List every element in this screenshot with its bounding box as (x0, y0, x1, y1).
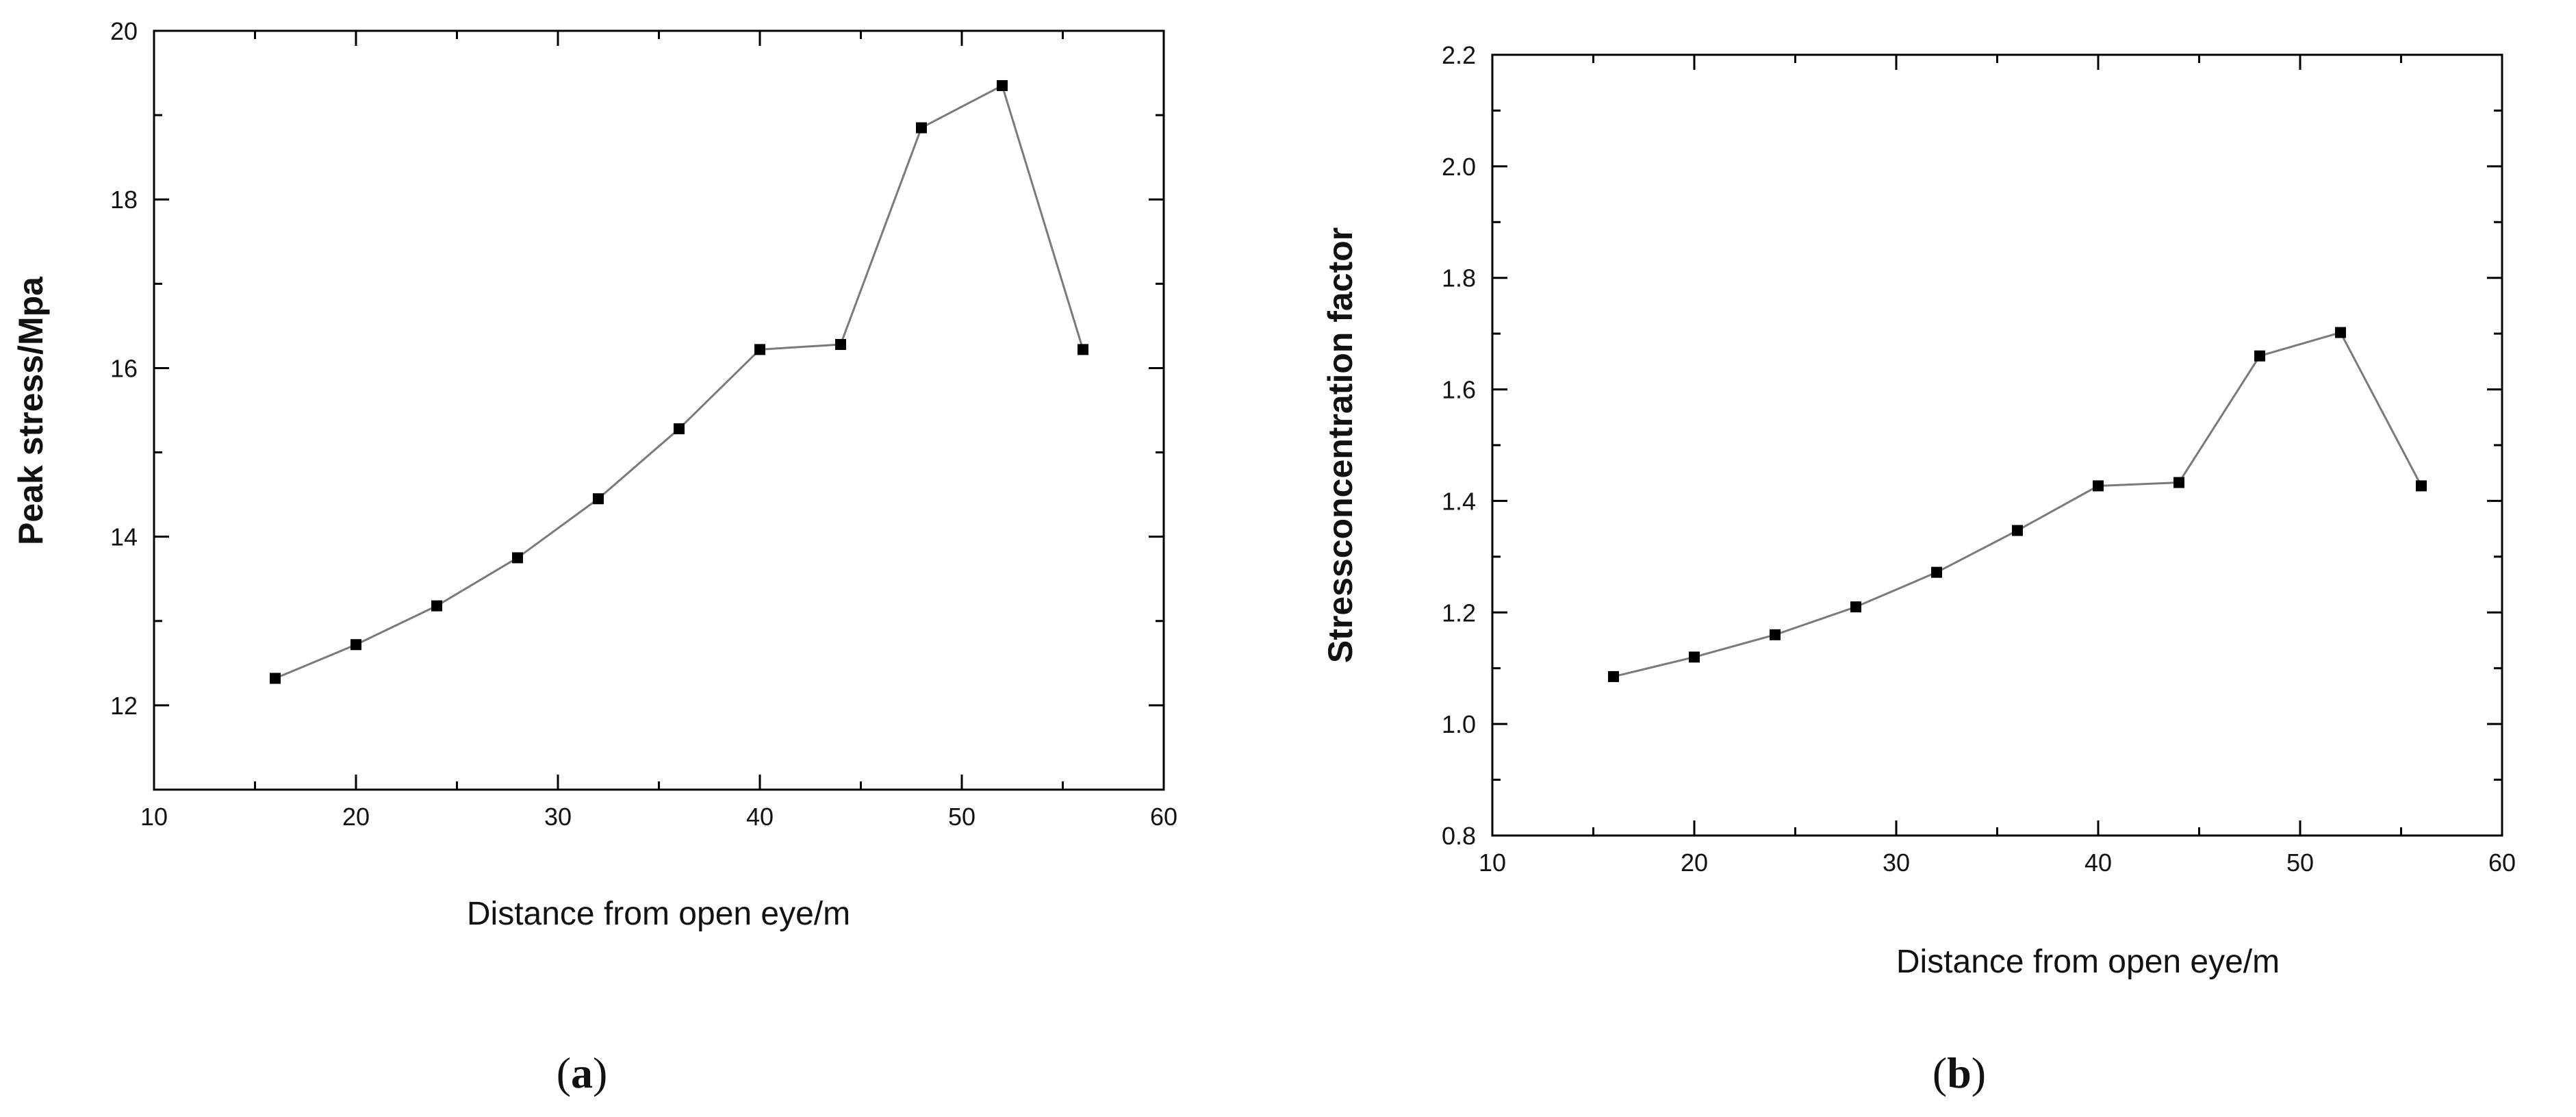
chart-panel-b: 10 20 30 40 50 60 0.8 1.0 1.2 1.4 1.6 1.8 2.0 2.2 Di… (1321, 41, 2516, 1097)
y-axis-title: Stressconcentration factor (1321, 227, 1360, 663)
series-line-segment (436, 557, 518, 607)
series-line-segment (839, 127, 923, 345)
tick-marks (153, 29, 1165, 791)
data-point (2093, 480, 2104, 492)
y-tick-label: 1.6 (1442, 376, 1476, 404)
data-point (916, 122, 927, 134)
y-tick-label: 1.8 (1442, 264, 1476, 292)
plot-frame (153, 29, 1165, 791)
series-line-segment (355, 605, 437, 646)
x-tick-label: 30 (1883, 849, 1910, 877)
y-tick-label: 1.2 (1442, 599, 1476, 627)
x-tick-label: 40 (746, 803, 774, 831)
x-axis-title: Distance from open eye/m (1896, 944, 2280, 980)
series-line-segment (2178, 355, 2261, 484)
x-tick-labels: 10 20 30 40 50 60 (140, 803, 1177, 831)
data-point (2254, 350, 2265, 362)
data-point (674, 423, 685, 435)
data-point (835, 338, 846, 350)
y-tick-label: 1.0 (1442, 710, 1476, 738)
chart-panel-a: 10 20 30 40 50 60 12 14 16 18 20 Distance from op… (12, 17, 1177, 1097)
data-point (1689, 651, 1700, 663)
series-line-segment (1001, 85, 1084, 350)
data-point (1770, 629, 1781, 640)
data-point (270, 673, 281, 684)
data-series (270, 80, 1088, 684)
data-point (2173, 477, 2184, 488)
x-tick-label: 50 (2286, 849, 2314, 877)
y-tick-label: 20 (110, 17, 138, 45)
x-tick-label: 50 (948, 803, 975, 831)
series-line-segment (678, 349, 761, 430)
series-line-segment (2017, 485, 2099, 531)
y-tick-label: 16 (110, 354, 138, 382)
x-tick-label: 10 (1479, 849, 1506, 877)
y-tick-label: 2.0 (1442, 153, 1476, 181)
data-point (512, 552, 523, 564)
tick-marks (1491, 53, 2503, 837)
data-point (997, 80, 1008, 92)
y-tick-label: 1.4 (1442, 487, 1476, 515)
y-tick-label: 0.8 (1442, 822, 1476, 850)
series-line-segment (1855, 571, 1937, 608)
series-line-segment (2259, 331, 2341, 357)
data-point (1077, 344, 1088, 355)
data-point (1931, 566, 1942, 578)
series-line-segment (275, 643, 357, 679)
x-tick-label: 60 (1150, 803, 1177, 831)
x-tick-label: 20 (1681, 849, 1708, 877)
data-point (431, 600, 442, 612)
data-point (1608, 670, 1619, 682)
series-line-segment (598, 427, 680, 500)
series-line-segment (517, 498, 599, 559)
x-tick-label: 20 (342, 803, 370, 831)
plot-frame (1491, 53, 2503, 837)
panel-caption: (a) (557, 1049, 608, 1097)
x-tick-label: 10 (140, 803, 168, 831)
x-tick-label: 60 (2488, 849, 2516, 877)
y-tick-labels: 0.8 1.0 1.2 1.4 1.6 1.8 2.0 2.2 (1442, 41, 1476, 850)
y-tick-label: 2.2 (1442, 41, 1476, 69)
data-point (350, 639, 361, 651)
series-line-segment (2339, 331, 2423, 487)
data-point (2416, 480, 2427, 492)
series-line-segment (759, 343, 841, 351)
panel-label: b (1947, 1049, 1972, 1097)
series-line-segment (1774, 605, 1857, 636)
data-series (1608, 327, 2427, 682)
panel-label: a (571, 1049, 593, 1097)
data-point (593, 493, 604, 505)
y-axis-title: Peak stress/Mpa (12, 276, 50, 545)
series-line-segment (1936, 529, 2018, 573)
data-point (754, 344, 765, 355)
series-line-segment (1613, 655, 1695, 678)
y-tick-label: 12 (110, 692, 138, 720)
series-line-segment (1694, 633, 1776, 658)
y-tick-label: 14 (110, 523, 138, 551)
y-tick-labels: 12 14 16 18 20 (110, 17, 138, 720)
x-tick-label: 30 (544, 803, 572, 831)
y-tick-label: 18 (110, 186, 138, 214)
series-line-segment (2097, 481, 2180, 487)
x-tick-label: 40 (2084, 849, 2112, 877)
data-point (2012, 525, 2023, 536)
x-tick-labels: 10 20 30 40 50 60 (1479, 849, 2516, 877)
data-point (1850, 601, 1861, 613)
x-axis-title: Distance from open eye/m (467, 896, 850, 932)
data-point (2335, 327, 2346, 338)
series-line-segment (921, 84, 1003, 129)
panel-caption: (b) (1933, 1049, 1986, 1097)
